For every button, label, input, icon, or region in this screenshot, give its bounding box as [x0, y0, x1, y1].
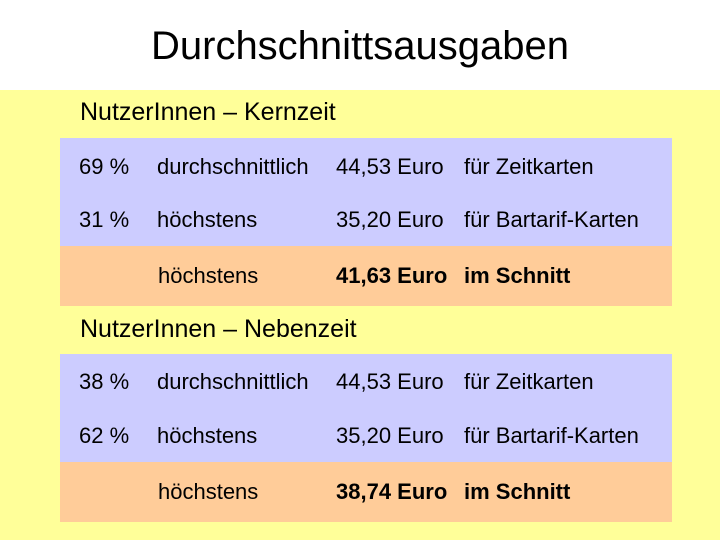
- average-amount: 38,74 Euro: [336, 479, 448, 504]
- share-percent: 38 %: [79, 369, 130, 394]
- table-row: 31 % höchstens 35,20 Euro für Bartarif-K…: [60, 200, 672, 240]
- content-panel: NutzerInnen – Kernzeit 69 % durchschnitt…: [0, 90, 720, 540]
- average-label: im Schnitt: [464, 479, 571, 504]
- summary-row: höchstens 41,63 Euro im Schnitt: [60, 256, 672, 296]
- qualifier: höchstens: [157, 207, 258, 232]
- ticket-type: für Zeitkarten: [464, 154, 594, 179]
- page-title: Durchschnittsausgaben: [0, 0, 720, 90]
- qualifier: höchstens: [157, 423, 258, 448]
- qualifier: höchstens: [158, 263, 259, 288]
- ticket-type: für Bartarif-Karten: [464, 423, 639, 448]
- section-table-nebenzeit: 38 % durchschnittlich 44,53 Euro für Zei…: [60, 354, 672, 522]
- amount: 35,20 Euro: [336, 423, 444, 448]
- section-heading-kernzeit: NutzerInnen – Kernzeit: [80, 98, 336, 126]
- summary-band: [60, 246, 672, 306]
- table-row: 38 % durchschnittlich 44,53 Euro für Zei…: [60, 362, 672, 402]
- table-row: 62 % höchstens 35,20 Euro für Bartarif-K…: [60, 416, 672, 456]
- amount: 44,53 Euro: [336, 154, 444, 179]
- table-row: 69 % durchschnittlich 44,53 Euro für Zei…: [60, 147, 672, 187]
- section-table-kernzeit: 69 % durchschnittlich 44,53 Euro für Zei…: [60, 138, 672, 306]
- qualifier: durchschnittlich: [157, 154, 309, 179]
- share-percent: 69 %: [79, 154, 130, 179]
- ticket-type: für Bartarif-Karten: [464, 207, 639, 232]
- average-amount: 41,63 Euro: [336, 263, 448, 288]
- qualifier: höchstens: [158, 479, 259, 504]
- amount: 44,53 Euro: [336, 369, 444, 394]
- section-heading-nebenzeit: NutzerInnen – Nebenzeit: [80, 315, 357, 343]
- rows-band: [60, 354, 672, 462]
- rows-band: [60, 138, 672, 246]
- ticket-type: für Zeitkarten: [464, 369, 594, 394]
- average-label: im Schnitt: [464, 263, 571, 288]
- amount: 35,20 Euro: [336, 207, 444, 232]
- share-percent: 31 %: [79, 207, 130, 232]
- qualifier: durchschnittlich: [157, 369, 309, 394]
- summary-row: höchstens 38,74 Euro im Schnitt: [60, 472, 672, 512]
- share-percent: 62 %: [79, 423, 130, 448]
- summary-band: [60, 462, 672, 522]
